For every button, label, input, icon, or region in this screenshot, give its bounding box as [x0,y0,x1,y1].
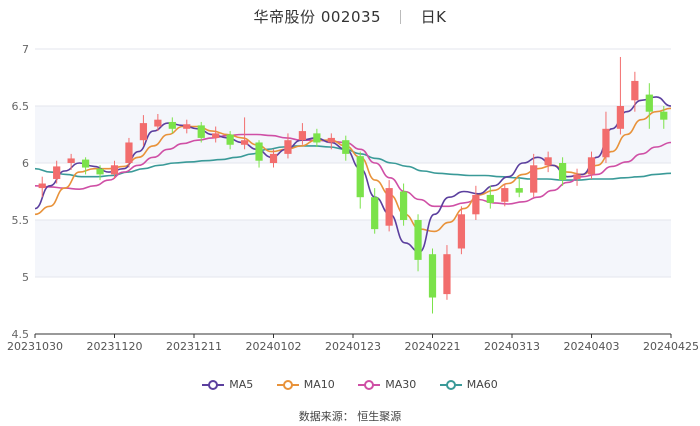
candle-body [125,142,133,163]
period-label: 日K [420,8,447,26]
candle-body [154,119,162,127]
x-tick-label: 20240123 [325,340,381,353]
candle-body [284,140,292,154]
candle-body [183,124,191,129]
y-tick-label: 6 [22,157,29,170]
candle-body [197,125,205,138]
candle-body [342,140,350,154]
candle-body [371,197,379,230]
x-tick-label: 20240425 [643,340,699,353]
candle-body [110,165,119,175]
candle-body [356,156,364,198]
legend-item-ma5[interactable]: MA5 [202,378,253,391]
candle-body [501,188,509,202]
candle-body [81,159,90,168]
candle-body [645,94,653,112]
legend-label-ma10: MA10 [303,378,335,391]
y-tick-label: 5 [22,271,29,284]
candle-body [240,140,249,145]
candle-body [327,137,335,143]
source-label: 数据来源： [298,410,354,423]
candle-body [443,254,451,295]
legend-swatch-ma30 [358,379,381,390]
candle-body [139,123,148,141]
candle-body [53,166,61,179]
candle-body [616,106,625,129]
candle-body [38,183,46,189]
ma-line-ma30 [34,133,672,208]
candle-body [96,168,104,175]
source-value: 恒生聚源 [357,410,402,423]
y-tick-label: 5.5 [12,214,30,227]
candle-body [255,142,263,161]
x-tick-label: 20240313 [484,340,540,353]
x-tick-label: 20240221 [405,340,461,353]
candle-body [428,254,437,298]
candle-body [602,128,610,158]
candle-body [168,121,176,129]
x-tick-label: 20240403 [564,340,620,353]
candle-body [269,153,278,163]
data-source: 数据来源： 恒生聚源 [0,408,700,424]
legend-swatch-ma5 [202,379,225,390]
x-tick-label: 20231211 [166,340,222,353]
candle-body [226,134,234,145]
x-tick-label: 20240102 [246,340,302,353]
candle-body [472,194,480,215]
candle-body [399,191,408,220]
candle-body [660,111,668,120]
legend: MA5 MA10 MA30 MA60 [0,378,700,393]
legend-label-ma30: MA30 [385,378,417,391]
legend-item-ma60[interactable]: MA60 [439,378,498,391]
candle-body [530,165,538,193]
legend-swatch-ma10 [276,379,299,390]
candle-body [212,133,220,138]
y-tick-label: 4.5 [12,328,30,341]
y-tick-label: 7 [22,43,29,56]
stock-name: 华帝股份 [253,8,316,26]
candle-body [313,133,321,143]
candle-body [457,214,466,249]
candle-body [587,157,596,175]
candle-body [414,220,422,260]
title-separator [400,10,402,24]
legend-swatch-ma60 [439,379,462,390]
stock-code: 002035 [320,8,382,26]
legend-label-ma5: MA5 [229,378,254,391]
candle-body [486,194,494,203]
candle-body [67,158,75,163]
candle-body [298,131,307,141]
candle-body [558,163,567,181]
candle-body [515,188,523,193]
x-tick-label: 20231030 [7,340,63,353]
candle-body [544,157,552,166]
candle-body [631,80,639,101]
candle-body [385,188,393,226]
y-tick-label: 6.5 [12,100,30,113]
x-tick-label: 20231120 [87,340,143,353]
grid-band [35,220,671,277]
legend-item-ma10[interactable]: MA10 [276,378,335,391]
chart-title: 华帝股份 002035 日K [0,6,700,27]
legend-item-ma30[interactable]: MA30 [358,378,416,391]
candle-body [573,174,581,179]
legend-label-ma60: MA60 [466,378,498,391]
